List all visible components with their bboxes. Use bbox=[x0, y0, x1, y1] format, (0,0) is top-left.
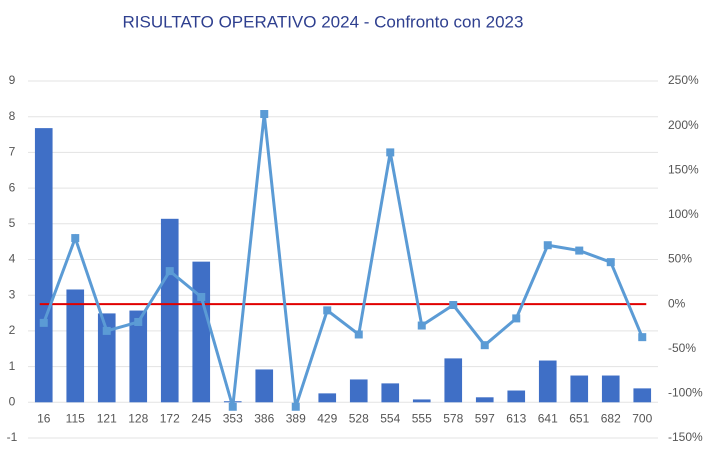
marker bbox=[449, 301, 458, 310]
bar bbox=[381, 383, 400, 403]
x-tick-label: 16 bbox=[37, 411, 51, 425]
bar bbox=[475, 397, 494, 403]
marker bbox=[575, 246, 584, 255]
bar bbox=[97, 313, 116, 403]
marker bbox=[260, 110, 269, 119]
y-tick-label: 6 bbox=[9, 180, 16, 194]
x-tick-label: 121 bbox=[97, 411, 117, 425]
marker bbox=[323, 306, 332, 315]
x-tick-label: 245 bbox=[191, 411, 211, 425]
y-tick-label: 5 bbox=[9, 216, 16, 230]
x-tick-label: 700 bbox=[632, 411, 652, 425]
y-tick-label: 1 bbox=[9, 359, 16, 373]
x-tick-label: 172 bbox=[160, 411, 180, 425]
x-tick-label: 578 bbox=[443, 411, 463, 425]
marker bbox=[71, 234, 80, 243]
bar bbox=[255, 369, 274, 403]
x-tick-label: 429 bbox=[317, 411, 337, 425]
bar bbox=[412, 399, 431, 403]
y2-tick-label: 150% bbox=[668, 162, 699, 176]
bar bbox=[570, 375, 589, 403]
y2-tick-label: -150% bbox=[668, 430, 703, 444]
y2-tick-label: 0% bbox=[668, 296, 686, 310]
x-tick-label: 353 bbox=[223, 411, 243, 425]
x-tick-label: 528 bbox=[349, 411, 369, 425]
y-tick-label: 4 bbox=[9, 252, 16, 266]
y2-tick-label: 50% bbox=[668, 252, 692, 266]
bar bbox=[444, 358, 463, 403]
bar bbox=[129, 310, 148, 403]
y-tick-label: 3 bbox=[9, 287, 16, 301]
x-tick-label: 115 bbox=[66, 411, 85, 425]
chart-title: RISULTATO OPERATIVO 2024 - Confronto con… bbox=[123, 12, 524, 31]
marker bbox=[165, 267, 174, 276]
y2-tick-label: 200% bbox=[668, 118, 699, 132]
y-tick-label: -1 bbox=[7, 430, 18, 444]
bar bbox=[349, 379, 368, 403]
x-tick-label: 613 bbox=[506, 411, 526, 425]
x-tick-label: 128 bbox=[128, 411, 148, 425]
marker bbox=[512, 314, 521, 323]
y-tick-label: 2 bbox=[9, 323, 16, 337]
marker bbox=[197, 292, 206, 301]
marker bbox=[606, 258, 615, 267]
bar bbox=[192, 261, 211, 403]
bar bbox=[34, 128, 53, 403]
bar bbox=[160, 218, 179, 403]
x-tick-label: 555 bbox=[412, 411, 432, 425]
y-tick-label: 9 bbox=[9, 73, 16, 87]
y-tick-label: 8 bbox=[9, 109, 16, 123]
x-tick-label: 682 bbox=[601, 411, 621, 425]
bar bbox=[633, 388, 652, 403]
bar bbox=[538, 360, 557, 403]
y2-tick-label: -50% bbox=[668, 341, 696, 355]
marker bbox=[39, 318, 48, 327]
marker bbox=[354, 330, 363, 339]
x-tick-label: 651 bbox=[569, 411, 589, 425]
x-tick-label: 389 bbox=[286, 411, 306, 425]
y-tick-label: 0 bbox=[9, 394, 16, 408]
marker bbox=[480, 341, 489, 350]
marker bbox=[543, 241, 552, 250]
marker bbox=[291, 402, 300, 411]
marker bbox=[386, 148, 395, 157]
bar bbox=[66, 289, 85, 403]
marker bbox=[417, 321, 426, 330]
y-tick-label: 7 bbox=[9, 145, 16, 159]
y2-tick-label: -100% bbox=[668, 386, 703, 400]
bar bbox=[507, 390, 526, 403]
y2-tick-label: 250% bbox=[668, 73, 699, 87]
line bbox=[42, 113, 644, 408]
x-tick-label: 554 bbox=[380, 411, 400, 425]
x-tick-label: 641 bbox=[538, 411, 558, 425]
x-tick-label: 386 bbox=[254, 411, 274, 425]
marker bbox=[134, 317, 143, 326]
marker bbox=[102, 326, 111, 335]
marker bbox=[228, 402, 237, 411]
bar bbox=[318, 393, 337, 403]
x-tick-label: 597 bbox=[475, 411, 495, 425]
marker bbox=[638, 333, 647, 342]
y2-tick-label: 100% bbox=[668, 207, 699, 221]
bar bbox=[601, 375, 620, 403]
